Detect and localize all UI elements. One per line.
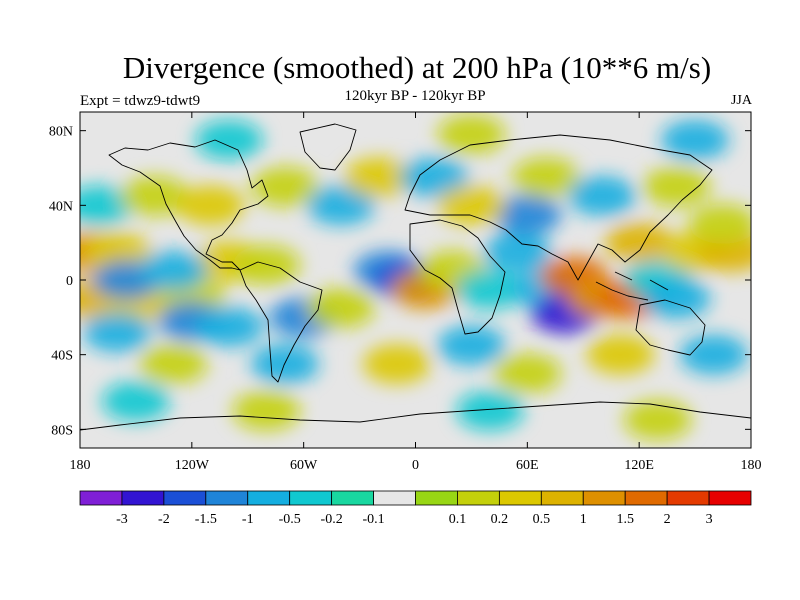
field-cell-31 xyxy=(689,204,751,244)
field-cell-6 xyxy=(232,245,301,286)
coastlines xyxy=(80,123,751,431)
field-cell-7 xyxy=(83,312,152,353)
field-cell-37 xyxy=(344,157,413,198)
chart-title: Divergence (smoothed) at 200 hPa (10**6 … xyxy=(122,50,712,85)
map-area xyxy=(79,111,752,449)
field-cell-11 xyxy=(195,306,264,347)
colorbar-swatch-3 xyxy=(205,490,249,506)
colorbar-swatch-13 xyxy=(624,490,668,506)
field-cell-13 xyxy=(306,288,375,328)
colorbar-swatch-12 xyxy=(582,490,626,506)
colorbar-label-1: -2 xyxy=(158,512,170,527)
field-cell-19 xyxy=(484,232,553,272)
colorbar-swatch-1 xyxy=(121,490,165,506)
y-tick-label-3: 40S xyxy=(51,349,73,364)
field-cell-27 xyxy=(642,278,711,319)
x-tick-label-6: 180 xyxy=(741,458,762,473)
colorbar-label-11: 1.5 xyxy=(616,512,634,527)
coastline-africa xyxy=(409,219,506,335)
colorbar-swatch-0 xyxy=(79,490,123,506)
coastline-south-america xyxy=(239,261,323,383)
field-cell-55 xyxy=(437,114,506,155)
x-tick-label-0: 180 xyxy=(70,458,91,473)
field-cell-56 xyxy=(661,120,730,160)
colorbar-label-5: -0.2 xyxy=(321,512,343,527)
divergence-field xyxy=(80,114,751,440)
colorbar-label-2: -1.5 xyxy=(195,512,217,527)
coastline-north-america xyxy=(108,139,269,271)
field-cell-34 xyxy=(176,185,245,226)
chart-subtitle: 120kyr BP - 120kyr BP xyxy=(344,88,486,104)
field-cell-44 xyxy=(251,344,320,384)
field-cell-46 xyxy=(437,325,506,366)
field-cell-42 xyxy=(642,166,711,207)
field-cell-33 xyxy=(120,176,189,216)
field-cell-51 xyxy=(232,390,301,431)
x-tick-label-5: 120E xyxy=(624,458,654,473)
colorbar-label-7: 0.1 xyxy=(449,512,467,527)
coastline-greenland xyxy=(299,123,357,171)
colorbar-swatch-7 xyxy=(373,490,416,506)
colorbar-swatch-4 xyxy=(247,490,291,506)
colorbar-swatch-2 xyxy=(163,490,207,506)
field-cell-35 xyxy=(251,166,320,207)
y-tick-label-4: 80S xyxy=(51,423,73,438)
field-cell-52 xyxy=(456,390,525,431)
field-cell-50 xyxy=(101,381,170,422)
colorbar-label-9: 0.5 xyxy=(533,512,551,527)
coastline-indonesia xyxy=(595,271,669,301)
field-cell-39 xyxy=(437,185,506,226)
colorbar-label-12: 2 xyxy=(664,512,671,527)
x-tick-label-4: 60E xyxy=(516,458,539,473)
coastline-eurasia xyxy=(404,134,713,281)
field-cell-41 xyxy=(567,176,636,216)
field-cell-36 xyxy=(306,185,375,226)
field-cell-40 xyxy=(511,157,580,198)
y-tick-label-2: 0 xyxy=(66,274,73,289)
y-axis: 80N 40N 0 40S 80S xyxy=(49,125,751,438)
experiment-label: Expt = tdwz9-tdwt9 xyxy=(80,93,201,109)
y-tick-label-0: 80N xyxy=(49,125,73,140)
season-label: JJA xyxy=(730,93,752,108)
colorbar-label-3: -1 xyxy=(242,512,254,527)
field-cell-49 xyxy=(679,334,748,375)
colorbar-swatch-15 xyxy=(708,490,752,506)
field-cell-10 xyxy=(139,250,208,291)
colorbar-swatch-6 xyxy=(331,490,374,506)
colorbar-label-0: -3 xyxy=(116,512,128,527)
colorbar-swatch-9 xyxy=(457,490,500,506)
colorbar-swatch-10 xyxy=(498,490,542,506)
x-tick-label-1: 120W xyxy=(175,458,210,473)
field-cell-28 xyxy=(605,222,674,263)
field-cell-48 xyxy=(586,334,655,375)
field-cell-53 xyxy=(623,400,692,440)
x-axis: 180 120W 60W 0 60E 120E 180 xyxy=(70,112,762,473)
colorbar-label-6: -0.1 xyxy=(362,512,384,527)
field-cell-38 xyxy=(400,157,469,198)
colorbar-swatch-11 xyxy=(540,490,584,506)
colorbar-swatch-8 xyxy=(415,490,458,506)
field-cell-18 xyxy=(456,269,525,310)
field-cell-20 xyxy=(493,194,562,235)
field-cell-32 xyxy=(80,185,133,226)
coastline-australia xyxy=(635,299,706,356)
x-tick-label-3: 0 xyxy=(412,458,419,473)
colorbar-label-13: 3 xyxy=(706,512,713,527)
colorbar-label-10: 1 xyxy=(580,512,587,527)
colorbar-label-8: 0.2 xyxy=(491,512,509,527)
colorbar: -3 -2 -1.5 -1 -0.5 -0.2 -0.1 0.1 0.2 0.5 1 1.5 2 3 xyxy=(79,490,752,527)
colorbar-swatch-5 xyxy=(289,490,333,506)
field-cell-54 xyxy=(195,120,264,160)
x-tick-label-2: 60W xyxy=(290,458,318,473)
coastline-antarctica xyxy=(80,401,751,431)
colorbar-label-4: -0.5 xyxy=(279,512,301,527)
field-cell-45 xyxy=(362,344,431,384)
y-tick-label-1: 40N xyxy=(49,199,73,214)
field-cell-43 xyxy=(139,344,208,384)
field-cell-47 xyxy=(493,353,562,394)
colorbar-swatch-14 xyxy=(666,490,710,506)
